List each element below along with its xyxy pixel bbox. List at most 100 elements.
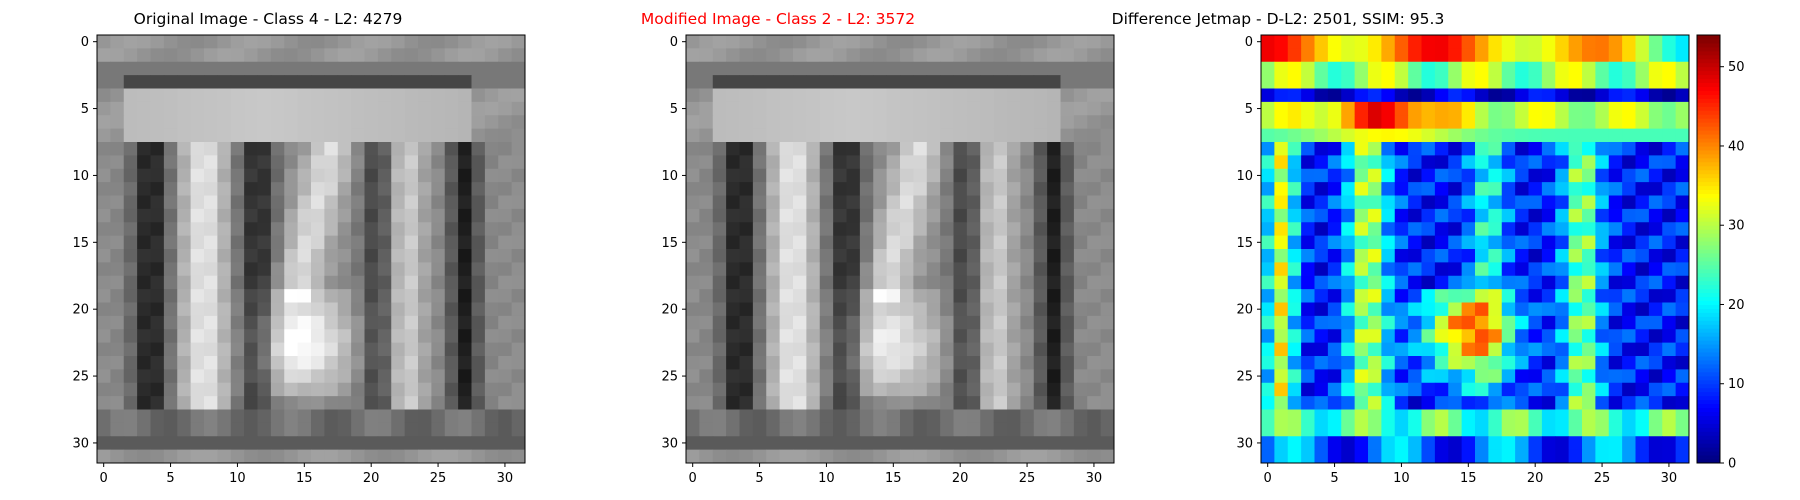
x-tick-label: 25 xyxy=(1594,471,1611,486)
modified-image-pixel xyxy=(726,262,740,277)
original-image-pixel xyxy=(217,422,232,437)
original-image-pixel xyxy=(364,369,379,384)
difference-jetmap-pixel xyxy=(1541,329,1556,344)
difference-jetmap-pixel xyxy=(1582,449,1596,464)
modified-image-pixel xyxy=(966,222,981,237)
difference-jetmap-pixel xyxy=(1528,262,1543,277)
difference-jetmap-pixel xyxy=(1461,302,1476,317)
original-image-pixel xyxy=(364,168,379,183)
difference-jetmap-pixel xyxy=(1434,168,1449,183)
modified-image-pixel xyxy=(1033,249,1048,263)
difference-jetmap-pixel xyxy=(1568,235,1583,250)
modified-image-pixel xyxy=(900,356,914,370)
difference-jetmap-pixel xyxy=(1274,396,1289,410)
modified-image-pixel xyxy=(1033,208,1048,223)
original-image-pixel xyxy=(404,436,419,451)
original-image-pixel xyxy=(123,222,138,237)
modified-image-pixel xyxy=(980,449,995,464)
colorbar-segment xyxy=(1697,431,1720,436)
modified-image-pixel xyxy=(953,75,968,89)
difference-jetmap-pixel xyxy=(1541,356,1556,370)
modified-image-pixel xyxy=(886,449,901,464)
original-image-pixel xyxy=(244,168,258,183)
modified-image-pixel xyxy=(806,142,821,156)
modified-image-pixel xyxy=(980,235,995,250)
modified-image-pixel xyxy=(966,61,981,76)
original-image-pixel xyxy=(230,88,245,103)
difference-jetmap-pixel xyxy=(1314,382,1329,397)
difference-jetmap-pixel xyxy=(1675,396,1690,410)
original-image-pixel xyxy=(244,449,258,464)
original-image-pixel xyxy=(137,48,151,63)
original-image-pixel xyxy=(97,48,111,63)
difference-jetmap-pixel xyxy=(1515,302,1529,317)
original-image-pixel xyxy=(177,289,192,303)
panel-title-modified: Modified Image - Class 2 - L2: 3572 xyxy=(640,10,916,28)
original-image-pixel xyxy=(217,262,232,277)
original-image-pixel xyxy=(163,262,178,277)
original-image-pixel xyxy=(244,222,258,237)
difference-jetmap-pixel xyxy=(1381,409,1396,424)
difference-jetmap-pixel xyxy=(1314,315,1329,330)
difference-jetmap-pixel xyxy=(1314,342,1329,357)
modified-image-pixel xyxy=(1047,396,1061,410)
original-image-pixel xyxy=(204,115,218,130)
modified-image-pixel xyxy=(793,101,807,116)
modified-image-pixel xyxy=(993,222,1008,237)
difference-jetmap-pixel xyxy=(1394,356,1409,370)
modified-image-pixel xyxy=(1087,88,1102,103)
original-image-pixel xyxy=(297,35,312,49)
difference-jetmap-pixel xyxy=(1287,329,1302,344)
modified-image-pixel xyxy=(1033,342,1048,357)
original-image-pixel xyxy=(418,329,432,344)
original-image-pixel xyxy=(297,436,312,451)
difference-jetmap-pixel xyxy=(1354,128,1369,143)
modified-image-pixel xyxy=(766,75,781,89)
difference-jetmap-pixel xyxy=(1261,356,1275,370)
original-image-pixel xyxy=(270,222,285,237)
original-image-pixel xyxy=(230,422,245,437)
original-image-pixel xyxy=(364,101,379,116)
original-image-pixel xyxy=(351,356,365,370)
difference-jetmap-pixel xyxy=(1394,142,1409,156)
difference-jetmap-pixel xyxy=(1434,436,1449,451)
original-image-pixel xyxy=(337,128,352,143)
modified-image-pixel xyxy=(900,289,914,303)
modified-image-pixel xyxy=(819,115,834,130)
original-image-pixel xyxy=(190,315,205,330)
original-image-pixel xyxy=(150,222,165,237)
modified-image-pixel xyxy=(966,235,981,250)
difference-jetmap-pixel xyxy=(1394,342,1409,357)
original-image-pixel xyxy=(311,208,325,223)
original-image-pixel xyxy=(404,315,419,330)
original-image-pixel xyxy=(284,101,299,116)
modified-image-pixel xyxy=(886,88,901,103)
difference-jetmap-pixel xyxy=(1261,155,1275,170)
original-image-pixel xyxy=(311,449,325,464)
modified-image-pixel xyxy=(779,101,794,116)
original-image-pixel xyxy=(284,275,299,290)
difference-jetmap-pixel xyxy=(1327,195,1342,210)
difference-jetmap-pixel xyxy=(1568,289,1583,303)
modified-image-pixel xyxy=(806,262,821,277)
modified-image-pixel xyxy=(686,48,700,63)
original-image-pixel xyxy=(471,382,486,397)
difference-jetmap-pixel xyxy=(1648,128,1663,143)
difference-jetmap-pixel xyxy=(1488,142,1503,156)
original-image-pixel xyxy=(337,195,352,210)
modified-image-pixel xyxy=(913,396,928,410)
original-image-pixel xyxy=(418,48,432,63)
original-image-pixel xyxy=(431,235,446,250)
original-image-pixel xyxy=(458,35,472,49)
original-image-pixel xyxy=(391,208,406,223)
original-image-pixel xyxy=(431,101,446,116)
modified-image-pixel xyxy=(886,61,901,76)
modified-image-pixel xyxy=(1033,101,1048,116)
original-image-pixel xyxy=(498,88,513,103)
original-image-pixel xyxy=(150,182,165,196)
original-image-pixel xyxy=(150,35,165,49)
modified-image-pixel xyxy=(793,195,807,210)
difference-jetmap-pixel xyxy=(1448,195,1463,210)
modified-image-pixel xyxy=(993,315,1008,330)
modified-image-pixel xyxy=(859,155,874,170)
